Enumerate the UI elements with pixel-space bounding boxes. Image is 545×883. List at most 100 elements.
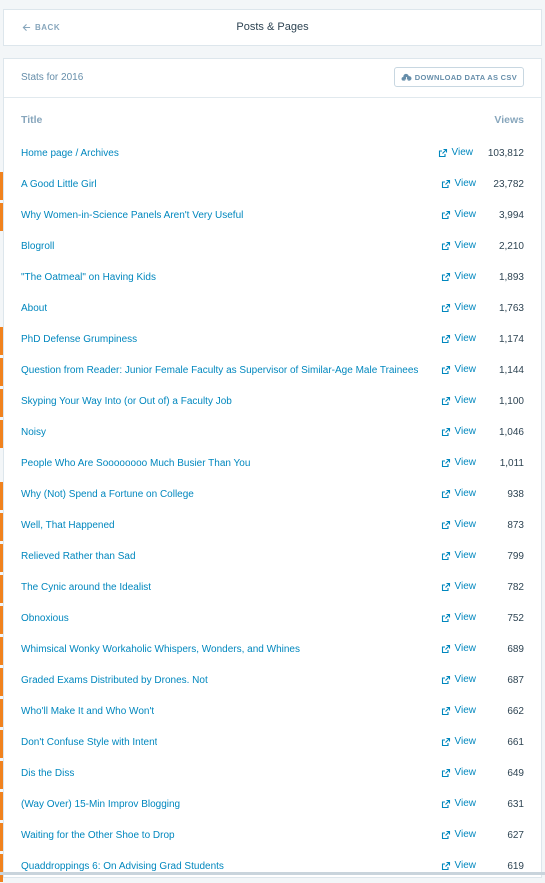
view-link[interactable]: View [441, 488, 476, 499]
external-link-icon [438, 148, 447, 157]
post-title-link[interactable]: Who'll Make It and Who Won't [21, 706, 155, 717]
view-label: View [454, 674, 477, 685]
stats-period-label: Stats for 2016 [21, 72, 84, 83]
views-count: 873 [507, 520, 524, 531]
post-title-link[interactable]: Noisy [21, 427, 47, 438]
view-link[interactable]: View [441, 581, 476, 592]
view-link[interactable]: View [441, 674, 477, 685]
view-label: View [454, 395, 477, 406]
table-header: Title Views [4, 98, 541, 139]
column-header-title: Title [21, 114, 43, 126]
row-accent-bar [0, 482, 3, 510]
post-title-link[interactable]: (Way Over) 15-Min Improv Blogging [21, 799, 181, 810]
view-link[interactable]: View [441, 178, 477, 189]
view-link[interactable]: View [441, 209, 476, 220]
view-link[interactable]: View [441, 705, 476, 716]
post-title-link[interactable]: Relieved Rather than Sad [21, 551, 136, 562]
views-count: 1,893 [498, 272, 524, 283]
post-title-link[interactable]: Whimsical Wonky Workaholic Whispers, Won… [21, 644, 300, 655]
external-link-icon [441, 675, 450, 684]
view-link[interactable]: View [441, 333, 476, 344]
table-row: Blogroll View 2,210 [4, 232, 541, 263]
post-title-link[interactable]: Quaddroppings 6: On Advising Grad Studen… [21, 861, 224, 872]
external-link-icon [441, 489, 450, 498]
view-link[interactable]: View [441, 612, 477, 623]
download-csv-button[interactable]: DOWNLOAD DATA AS CSV [393, 67, 524, 87]
table-row: Quaddroppings 6: On Advising Grad Studen… [0, 852, 541, 883]
views-count: 649 [507, 768, 524, 779]
view-label: View [454, 271, 477, 282]
view-label: View [454, 612, 477, 623]
view-link[interactable]: View [441, 395, 477, 406]
view-link[interactable]: View [441, 798, 476, 809]
row-accent-bar [0, 575, 3, 603]
post-title-link[interactable]: The Cynic around the Idealist [21, 582, 152, 593]
view-link[interactable]: View [438, 147, 474, 158]
table-row: PhD Defense Grumpiness View 1,174 [0, 325, 541, 356]
post-title-link[interactable]: Skyping Your Way Into (or Out of) a Facu… [21, 396, 232, 407]
external-link-icon [441, 520, 450, 529]
view-link[interactable]: View [441, 829, 476, 840]
post-title-link[interactable]: Well, That Happened [21, 520, 115, 531]
external-link-icon [441, 613, 450, 622]
table-row: Graded Exams Distributed by Drones. Not V… [0, 666, 541, 697]
external-link-icon [441, 706, 450, 715]
row-accent-bar [0, 730, 3, 758]
post-title-link[interactable]: About [21, 303, 48, 314]
view-link[interactable]: View [441, 271, 477, 282]
post-title-link[interactable]: Question from Reader: Junior Female Facu… [21, 365, 419, 376]
post-title-link[interactable]: "The Oatmeal" on Having Kids [21, 272, 156, 283]
external-link-icon [441, 861, 450, 870]
external-link-icon [441, 768, 450, 777]
row-accent-bar [0, 203, 3, 231]
view-link[interactable]: View [441, 550, 476, 561]
post-title-link[interactable]: Why Women-in-Science Panels Aren't Very … [21, 210, 244, 221]
view-link[interactable]: View [441, 457, 476, 468]
row-accent-bar [0, 544, 3, 572]
table-row: The Cynic around the Idealist View 782 [0, 573, 541, 604]
view-link[interactable]: View [441, 860, 476, 871]
post-title-link[interactable]: Dis the Diss [21, 768, 75, 779]
post-title-link[interactable]: A Good Little Girl [21, 179, 97, 190]
view-link[interactable]: View [441, 240, 477, 251]
back-label: BACK [35, 23, 61, 32]
table-row: Who'll Make It and Who Won't View 662 [0, 697, 541, 728]
view-link[interactable]: View [441, 364, 476, 375]
view-link[interactable]: View [441, 302, 476, 313]
views-count: 662 [507, 706, 524, 717]
table-row: People Who Are Soooooooo Much Busier Tha… [4, 449, 541, 480]
post-title-link[interactable]: Waiting for the Other Shoe to Drop [21, 830, 175, 841]
views-count: 799 [507, 551, 524, 562]
view-link[interactable]: View [441, 519, 476, 530]
bottom-scrollbar [0, 872, 545, 875]
view-label: View [451, 147, 474, 158]
view-link[interactable]: View [441, 767, 476, 778]
post-title-link[interactable]: People Who Are Soooooooo Much Busier Tha… [21, 458, 251, 469]
table-row: Noisy View 1,046 [0, 418, 541, 449]
post-title-link[interactable]: Obnoxious [21, 613, 69, 624]
post-title-link[interactable]: Don't Confuse Style with Intent [21, 737, 158, 748]
table-row: Home page / Archives View 103,812 [4, 139, 541, 170]
row-accent-bar [0, 792, 3, 820]
back-button[interactable]: BACK [22, 23, 60, 32]
views-count: 627 [507, 830, 524, 841]
post-title-link[interactable]: Graded Exams Distributed by Drones. Not [21, 675, 208, 686]
view-link[interactable]: View [441, 736, 476, 747]
row-accent-bar [0, 637, 3, 665]
external-link-icon [441, 334, 450, 343]
external-link-icon [441, 210, 450, 219]
table-row: About View 1,763 [4, 294, 541, 325]
view-label: View [454, 178, 477, 189]
post-title-link[interactable]: Home page / Archives [21, 148, 119, 159]
table-row: Well, That Happened View 873 [0, 511, 541, 542]
view-link[interactable]: View [441, 643, 476, 654]
post-title-link[interactable]: Why (Not) Spend a Fortune on College [21, 489, 194, 500]
post-title-link[interactable]: Blogroll [21, 241, 55, 252]
view-link[interactable]: View [441, 426, 476, 437]
table-row: Relieved Rather than Sad View 799 [0, 542, 541, 573]
view-label: View [454, 240, 477, 251]
table-row: A Good Little Girl View 23,782 [0, 170, 541, 201]
post-title-link[interactable]: PhD Defense Grumpiness [21, 334, 138, 345]
row-accent-bar [0, 420, 3, 448]
views-count: 631 [507, 799, 524, 810]
